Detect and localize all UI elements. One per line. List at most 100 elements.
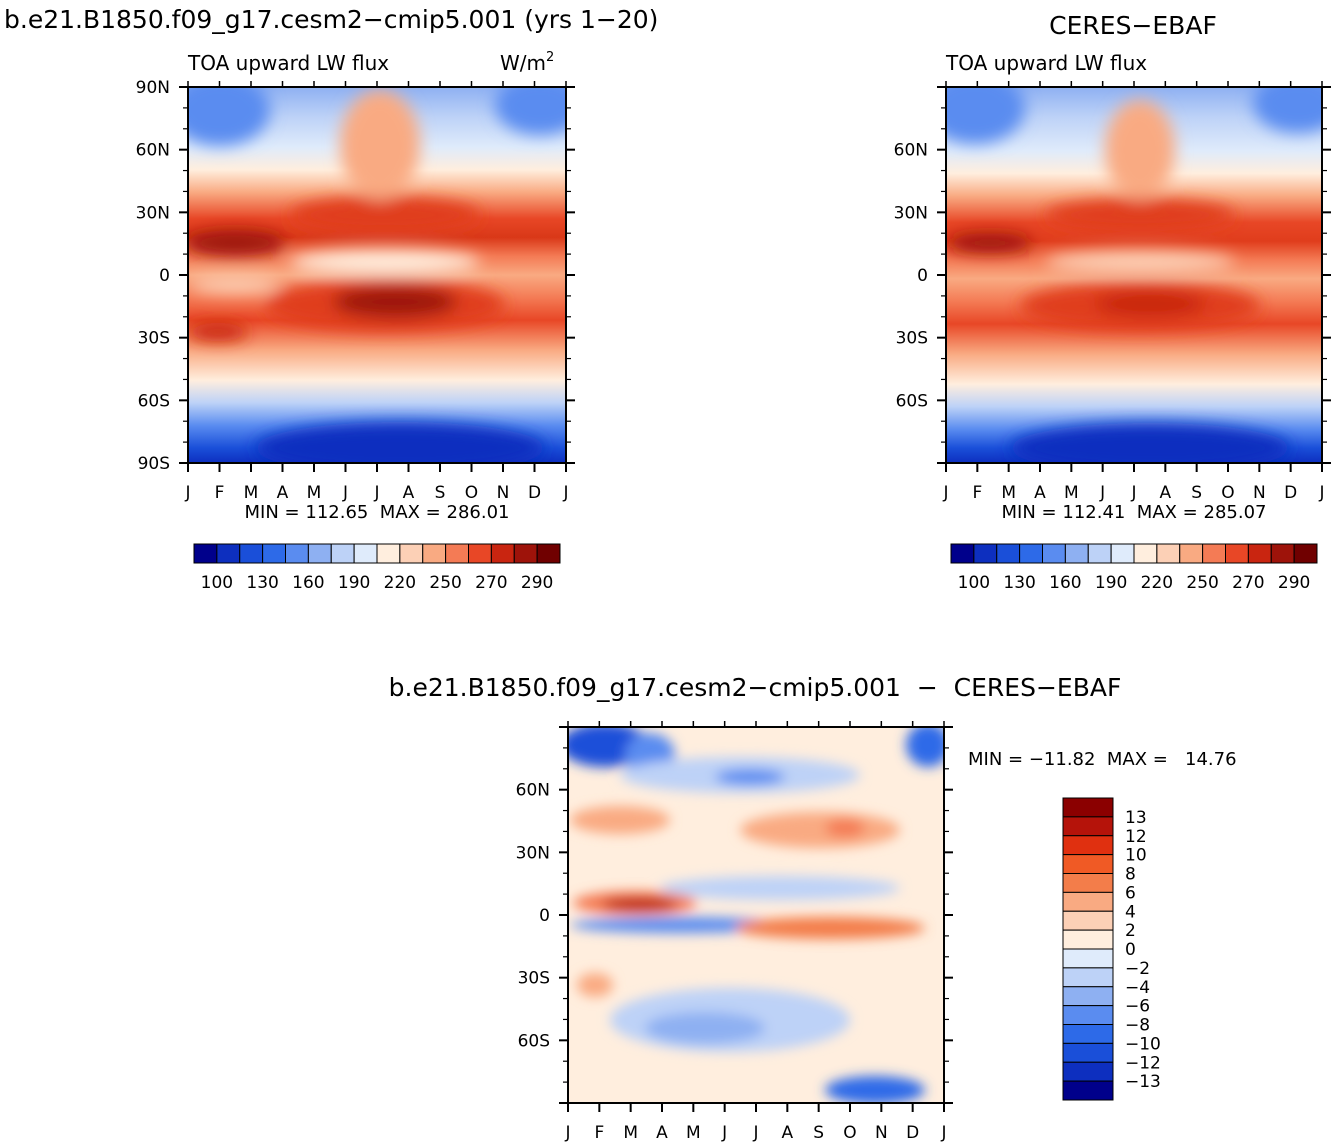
obs-sh-polar-cold — [1010, 423, 1290, 463]
model-ytick-label: 90S — [138, 454, 170, 474]
diff-nh-mid-pos-east — [740, 812, 900, 848]
obs-ytick-label: 0 — [917, 266, 928, 286]
model-colorbar-label: 270 — [475, 573, 507, 593]
diff-colorbar-swatch — [1062, 1005, 1114, 1025]
diff-colorbar-label: 13 — [1125, 808, 1147, 828]
obs-colorbar-swatch — [996, 543, 1021, 564]
obs-sh-peak — [1095, 291, 1205, 317]
diff-colorbar-label: −13 — [1125, 1072, 1161, 1092]
diff-subtrop-neg — [660, 876, 900, 900]
model-nh-polar-cold-left — [188, 87, 270, 146]
diff-colorbar-label: 4 — [1125, 902, 1136, 922]
diff-sh-neg-core — [645, 1012, 765, 1044]
obs-colorbar-label: 290 — [1278, 573, 1310, 593]
model-units: W/m2 — [500, 50, 554, 75]
diff-panel: b.e21.B1850.f09_g17.cesm2−cmip5.001 − CE… — [389, 673, 1237, 1143]
diff-colorbar-label: −12 — [1125, 1053, 1161, 1073]
diff-colorbar-swatch — [1062, 1024, 1114, 1044]
model-eq-trough — [290, 250, 480, 274]
diff-colorbar-label: −8 — [1125, 1016, 1150, 1036]
obs-colorbar-swatch — [1110, 543, 1135, 564]
model-xtick-label: D — [528, 483, 541, 503]
diff-colorbar-swatch — [1062, 797, 1114, 818]
model-colorbar-swatch — [490, 543, 515, 564]
diff-nh-polar-neg-dec — [906, 727, 944, 767]
model-xtick-label: M — [244, 483, 259, 503]
diff-xtick-label: D — [906, 1123, 919, 1143]
diff-colorbar-swatch — [1062, 816, 1114, 837]
model-ytick-label: 90N — [136, 78, 170, 98]
obs-nh-mid-warm — [1105, 100, 1175, 200]
diff-xtick-label: M — [686, 1123, 701, 1143]
obs-eq-trough — [1045, 251, 1235, 273]
diff-xtick-label: J — [752, 1123, 758, 1143]
diff-xtick-label: J — [940, 1123, 946, 1143]
obs-colorbar: 100 130 160 190 220 250 270 290 — [950, 543, 1318, 593]
obs-heatmap — [946, 87, 1322, 463]
model-xtick-label: F — [215, 483, 225, 503]
obs-colorbar-swatch — [1247, 543, 1272, 564]
diff-colorbar-label: −4 — [1125, 978, 1150, 998]
obs-ytick-label: 60S — [896, 391, 928, 411]
model-colorbar-swatch — [285, 543, 309, 564]
obs-colorbar-swatch — [1202, 543, 1226, 564]
obs-colorbar-swatch — [1019, 543, 1043, 564]
model-colorbar-swatch — [513, 543, 538, 564]
model-colorbar-swatch — [399, 543, 424, 564]
model-colorbar: 100 130 160 190 220 250 270 290 — [193, 543, 561, 593]
model-sh-west — [188, 323, 248, 341]
model-units-sup: 2 — [546, 50, 554, 65]
diff-xtick-label: A — [656, 1123, 668, 1143]
obs-nh-polar-cold-left — [946, 87, 1025, 144]
diff-colorbar-label: −6 — [1125, 997, 1150, 1017]
obs-colorbar-swatch — [1064, 543, 1089, 564]
obs-colorbar-label: 100 — [958, 573, 990, 593]
diff-colorbar-label: 8 — [1125, 865, 1136, 885]
obs-colorbar-label: 190 — [1095, 573, 1127, 593]
diff-xtick-label: J — [564, 1123, 570, 1143]
model-xtick-label: J — [184, 483, 190, 503]
obs-nh-peak — [948, 233, 1032, 253]
model-xtick-label: J — [373, 483, 379, 503]
model-heatmap — [188, 87, 566, 463]
obs-xtick-label: J — [1099, 483, 1105, 503]
diff-colorbar-swatch — [1062, 1080, 1114, 1101]
diff-colorbar-swatch — [1062, 873, 1114, 893]
model-field-title: TOA upward LW flux — [187, 51, 389, 75]
diff-ytick-label: 60S — [518, 1031, 550, 1051]
obs-xtick-label: S — [1191, 483, 1202, 503]
obs-stats: MIN = 112.41 MAX = 285.07 — [1002, 502, 1267, 523]
model-stats: MIN = 112.65 MAX = 286.01 — [245, 502, 510, 523]
model-ytick-label: 0 — [159, 266, 170, 286]
diff-colorbar-swatch — [1062, 929, 1114, 950]
obs-xtick-label: J — [942, 483, 948, 503]
model-ytick-label: 30S — [138, 329, 170, 349]
diff-case-title: b.e21.B1850.f09_g17.cesm2−cmip5.001 − CE… — [389, 673, 1122, 702]
diff-colorbar-swatch — [1062, 1061, 1114, 1082]
obs-colorbar-label: 220 — [1141, 573, 1173, 593]
model-colorbar-swatch — [216, 543, 241, 564]
obs-case-title: CERES−EBAF — [1049, 11, 1217, 40]
diff-eq-neg-band — [570, 917, 790, 933]
diff-heatmap — [568, 727, 944, 1103]
obs-colorbar-swatch — [973, 543, 998, 564]
model-colorbar-swatch — [376, 543, 401, 564]
model-colorbar-swatch — [262, 543, 286, 564]
model-colorbar-swatch — [422, 543, 447, 564]
model-xtick-label: S — [435, 483, 446, 503]
model-eq-trough-west — [190, 277, 280, 293]
obs-colorbar-swatch — [1042, 543, 1066, 564]
diff-field-features — [568, 727, 944, 1103]
diff-nh-high-neg-core — [715, 769, 785, 785]
model-colorbar-label: 290 — [521, 573, 553, 593]
diff-eq-pos-band-east — [735, 917, 925, 939]
diff-colorbar-swatch — [1062, 1042, 1114, 1063]
diff-colorbar-label: 0 — [1125, 940, 1136, 960]
diff-ytick-label: 30S — [518, 969, 550, 989]
model-xtick-label: M — [307, 483, 322, 503]
model-nh-polar-cold-right — [495, 87, 566, 135]
diff-xtick-label: A — [782, 1123, 794, 1143]
